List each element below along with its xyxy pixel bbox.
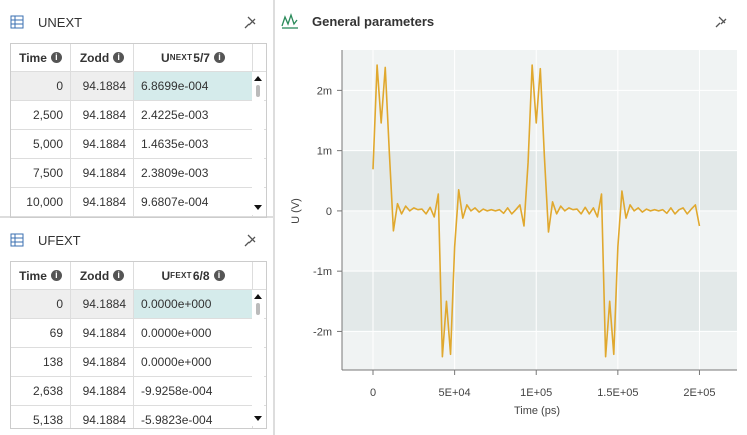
column-title: Zodd — [79, 268, 110, 283]
scrollbar[interactable] — [252, 290, 264, 426]
table-cell: 2.4225e-003 — [134, 101, 253, 129]
table-cell: 0.0000e+000 — [134, 290, 253, 318]
table: Time i Zodd i U FEXT 6/8 i 0 94.1884 0.0000e+000 69… — [10, 261, 267, 429]
table-cell: 94.1884 — [71, 72, 134, 100]
table-cell: 9.6807e-004 — [134, 188, 253, 216]
column-title: U — [161, 50, 170, 65]
table-row[interactable]: 138 94.1884 0.0000e+000 — [11, 348, 266, 377]
column-header: Time i — [11, 44, 71, 71]
table-cell: -9.9258e-004 — [134, 377, 253, 405]
x-tick-label: 2E+05 — [683, 387, 715, 399]
column-header: Time i — [11, 262, 71, 289]
info-icon[interactable]: i — [50, 52, 62, 63]
series-line — [372, 64, 701, 358]
table-cell: 5,138 — [11, 406, 71, 428]
column-title: Zodd — [79, 50, 110, 65]
column-subscript: NEXT — [169, 53, 193, 62]
table-cell: 0.0000e+000 — [134, 348, 253, 376]
table-cell: 94.1884 — [71, 319, 134, 347]
chart-icon — [281, 12, 298, 29]
pin-icon[interactable] — [715, 16, 727, 28]
table-cell: 94.1884 — [71, 159, 134, 187]
table-cell: 69 — [11, 319, 71, 347]
table-cell: 94.1884 — [71, 188, 134, 216]
info-icon[interactable]: i — [50, 270, 62, 281]
info-icon[interactable]: i — [213, 270, 225, 281]
column-title: U — [161, 268, 171, 283]
column-header: U NEXT 5/7 i — [134, 44, 253, 71]
y-tick-label: 2m — [317, 85, 332, 97]
table-cell: 94.1884 — [71, 406, 134, 428]
x-tick-label: 1E+05 — [520, 387, 552, 399]
splitter — [273, 0, 275, 435]
table-row[interactable]: 2,500 94.1884 2.4225e-003 — [11, 101, 266, 130]
column-header: U FEXT 6/8 i — [134, 262, 253, 289]
table-row[interactable]: 7,500 94.1884 2.3809e-003 — [11, 159, 266, 188]
table-cell: 5,000 — [11, 130, 71, 158]
info-icon[interactable]: i — [213, 52, 225, 63]
table-cell: 1.4635e-003 — [134, 130, 253, 158]
column-suffix: 5/7 — [193, 50, 210, 65]
info-icon[interactable]: i — [113, 52, 125, 63]
table-row[interactable]: 10,000 94.1884 9.6807e-004 — [11, 188, 266, 217]
table-cell: 94.1884 — [71, 290, 134, 318]
table-row[interactable]: 5,138 94.1884 -5.9823e-004 — [11, 406, 266, 428]
table-row[interactable]: 0 94.1884 6.8699e-004 — [11, 72, 266, 101]
y-tick-label: -1m — [313, 266, 332, 278]
table-cell: 7,500 — [11, 159, 71, 187]
column-title: Time — [19, 50, 47, 65]
x-tick-label: 1.5E+05 — [597, 387, 638, 399]
panel-title: UFEXT — [38, 233, 81, 248]
table-row[interactable]: 2,638 94.1884 -9.9258e-004 — [11, 377, 266, 406]
grid-band — [342, 271, 737, 332]
table-icon — [10, 15, 24, 29]
x-tick-label: 5E+04 — [439, 387, 471, 399]
column-subscript: FEXT — [170, 271, 192, 280]
pin-icon[interactable] — [244, 233, 258, 247]
table-icon — [10, 233, 24, 247]
table-cell: 94.1884 — [71, 130, 134, 158]
table-cell: 0 — [11, 72, 71, 100]
table-cell: 94.1884 — [71, 101, 134, 129]
table: Time i Zodd i U NEXT 5/7 i 0 94.1884 6.8699e-004 2,… — [10, 43, 267, 218]
chart: General parameters U (V) Time (ps) -2m -1… — [281, 12, 737, 417]
table-cell: 2,500 — [11, 101, 71, 129]
grid-band — [342, 150, 737, 211]
chart-title: General parameters — [312, 14, 434, 29]
column-header: Zodd i — [71, 262, 134, 289]
y-tick-label: -2m — [313, 326, 332, 338]
table-cell: 0.0000e+000 — [134, 319, 253, 347]
table-cell: 94.1884 — [71, 377, 134, 405]
y-tick-label: 1m — [317, 146, 332, 158]
table-cell: 2,638 — [11, 377, 71, 405]
table-header: Time i Zodd i U NEXT 5/7 i — [11, 44, 266, 72]
column-header: Zodd i — [71, 44, 134, 71]
table-row[interactable]: 0 94.1884 0.0000e+000 — [11, 290, 266, 319]
y-axis-label: U (V) — [290, 198, 302, 224]
table-cell: -5.9823e-004 — [134, 406, 253, 428]
table-cell: 6.8699e-004 — [134, 72, 253, 100]
table-row[interactable]: 5,000 94.1884 1.4635e-003 — [11, 130, 266, 159]
y-tick-label: 0 — [326, 206, 332, 218]
x-tick-label: 0 — [370, 387, 376, 399]
pin-icon[interactable] — [244, 15, 258, 29]
scrollbar[interactable] — [252, 72, 264, 215]
panel-title: UNEXT — [38, 15, 83, 30]
info-icon[interactable]: i — [113, 270, 125, 281]
table-cell: 2.3809e-003 — [134, 159, 253, 187]
table-cell: 94.1884 — [71, 348, 134, 376]
table-row[interactable]: 69 94.1884 0.0000e+000 — [11, 319, 266, 348]
table-cell: 0 — [11, 290, 71, 318]
x-axis-label: Time (ps) — [514, 405, 560, 417]
table-cell: 138 — [11, 348, 71, 376]
column-suffix: 6/8 — [192, 268, 210, 283]
column-title: Time — [19, 268, 47, 283]
table-header: Time i Zodd i U FEXT 6/8 i — [11, 262, 266, 290]
table-cell: 10,000 — [11, 188, 71, 216]
